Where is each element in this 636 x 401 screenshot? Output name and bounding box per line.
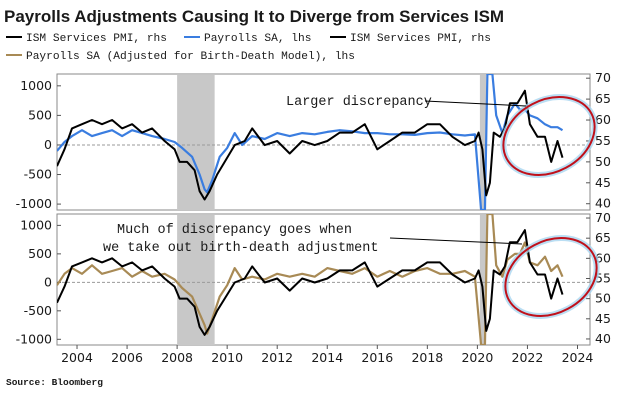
right-axis-tick: 50 [595,291,611,306]
top-panel: 1000 500 0 -500 -1000 70 65 60 55 50 45 40 Larger di… [16,70,611,211]
x-axis-tick: 2020 [461,350,493,365]
left-axis-tick: 0 [44,274,52,289]
x-axis-tick: 2016 [361,350,393,365]
legend-label-ism-bottom: ISM Services PMI, rhs [350,33,491,45]
annotation-text: Much of discrepancy goes when [117,223,352,238]
right-axis-tick: 65 [595,230,611,245]
right-axis-tick: 65 [595,91,611,106]
legend-label-payrolls-sa: Payrolls SA, lhs [204,33,311,45]
legend-label-payrolls-bd: Payrolls SA (Adjusted for Birth-Death Mo… [26,51,355,63]
left-axis-tick: 0 [44,137,52,152]
recession-band [479,215,487,345]
annotation-pointer [424,100,527,107]
legend-item-payrolls-bd: Payrolls SA (Adjusted for Birth-Death Mo… [6,51,355,63]
annotation-text: Larger discrepancy [286,95,432,110]
series-line-ism [57,89,564,201]
panel-frame [56,213,591,346]
left-axis-tick: 1000 [20,78,52,93]
left-axis-tick: -1000 [16,196,52,211]
x-axis-tick: 2014 [311,350,343,365]
recession-band [177,215,215,345]
right-axis-tick: 40 [595,196,611,211]
left-axis-tick: 1000 [20,217,52,232]
right-axis-tick: 55 [595,133,611,148]
annotation-pointer [389,237,523,245]
right-axis-tick: 45 [595,311,611,326]
right-axis-tick: 70 [595,70,611,85]
source-note: Source: Bloomberg [6,377,103,388]
highlight-ellipse [502,96,596,176]
right-axis-tick: 70 [595,210,611,225]
x-axis-tick: 2018 [411,350,443,365]
chart-title: Payrolls Adjustments Causing It to Diver… [4,7,504,26]
annotation-text: we take out birth-death adjustment [103,241,378,256]
legend-item-payrolls-sa: Payrolls SA, lhs [184,33,311,45]
left-axis-tick: -500 [24,167,52,182]
legend-item-ism-bottom: ISM Services PMI, rhs [330,33,491,45]
right-axis-tick: 60 [595,112,611,127]
x-axis-tick: 2010 [211,350,243,365]
legend-item-ism-top: ISM Services PMI, rhs [6,33,167,45]
right-axis-tick: 50 [595,154,611,169]
left-axis-tick: -1000 [16,331,52,346]
left-axis-tick: 500 [28,107,52,122]
x-axis-tick: 2024 [562,350,594,365]
series-line-ism [57,229,564,336]
right-axis-tick: 45 [595,175,611,190]
left-axis-tick: -500 [24,303,52,318]
recession-band [479,75,487,210]
left-axis-tick: 500 [28,246,52,261]
legend: ISM Services PMI, rhs Payrolls SA, lhs I… [6,33,491,63]
x-axis-tick: 2008 [161,350,193,365]
right-axis-tick: 40 [595,331,611,346]
x-axis-tick: 2012 [261,350,293,365]
x-axis-tick: 2022 [512,350,544,365]
legend-label-ism-top: ISM Services PMI, rhs [26,33,167,45]
x-axis-tick: 2004 [61,350,93,365]
x-axis-tick: 2006 [111,350,143,365]
highlight-ellipse [504,237,598,317]
